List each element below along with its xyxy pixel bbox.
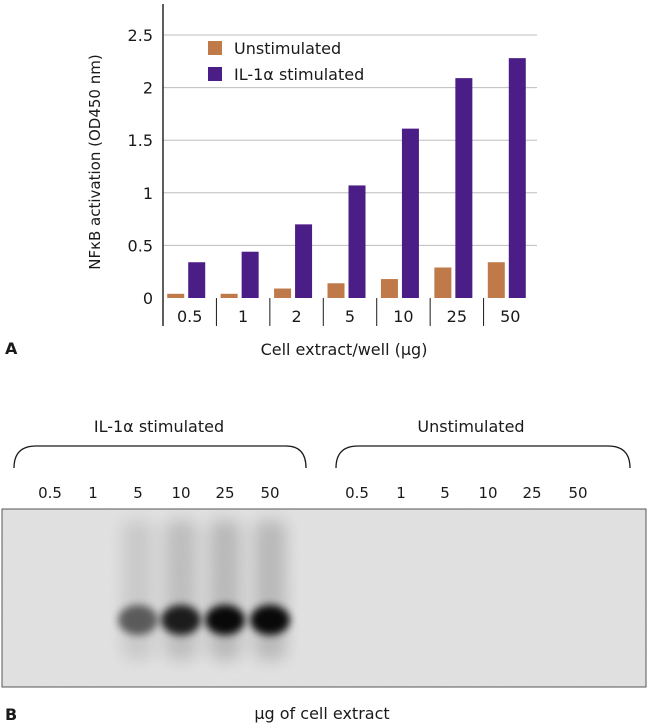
y-tick-label: 2: [143, 79, 153, 98]
gel-group-bracket-unstimulated: [335, 445, 631, 469]
bar-unstimulated-0-5: [167, 293, 185, 298]
legend: Unstimulated IL-1α stimulated: [208, 39, 364, 84]
gel-noise: [2, 509, 646, 687]
y-tick-label: 1.5: [128, 131, 153, 150]
panel-a-label: A: [5, 339, 18, 358]
y-tick-label: 0: [143, 289, 153, 308]
gel-group-bracket-il1a-stimulated: [13, 445, 307, 469]
gel-smear: [122, 520, 154, 660]
bar-unstimulated-5: [327, 283, 345, 298]
gel-smear: [209, 520, 241, 660]
gel-group-unstimulated: Unstimulated 0.5 1 5 10 25 50: [335, 417, 631, 502]
panel-a-chart: 00.511.522.5 0.5 1 2 5 10 25 50 NFκB activatio…: [5, 4, 537, 359]
legend-swatch-unstimulated: [208, 41, 222, 55]
panel-b-label: B: [5, 705, 17, 724]
y-tick-label: 0.5: [128, 236, 153, 255]
gel-lane-label: 1: [396, 484, 406, 502]
x-tick-labels: 0.5 1 2 5 10 25 50: [177, 307, 520, 326]
bar-il-1-stimulated-2: [295, 224, 313, 298]
gel-lane-label: 5: [440, 484, 450, 502]
x-tick-label: 25: [447, 307, 467, 326]
gel-bands: [118, 520, 290, 660]
gel-x-axis-label: μg of cell extract: [254, 704, 389, 723]
bar-il-1-stimulated-50: [508, 58, 526, 299]
x-tick-label: 2: [291, 307, 301, 326]
gel-lane-label: 10: [171, 484, 190, 502]
bar-unstimulated-1: [220, 293, 238, 298]
bar-unstimulated-2: [274, 288, 292, 298]
gel-smear: [165, 520, 197, 660]
gel-lane-label: 10: [478, 484, 497, 502]
gel-lane-label: 0.5: [345, 484, 369, 502]
bar-il-1-stimulated-5: [348, 185, 366, 298]
gel-lane-labels-unstimulated: 0.5 1 5 10 25 50: [345, 484, 587, 502]
bar-il-1-stimulated-10: [401, 128, 419, 298]
gel-group-title-unstimulated: Unstimulated: [417, 417, 524, 436]
gel-lane-label: 25: [215, 484, 234, 502]
legend-label-unstimulated: Unstimulated: [234, 39, 341, 58]
gel-group-il1a-stimulated: IL-1α stimulated 0.5 1 5 10 25 50: [13, 417, 307, 502]
gel-band: [161, 605, 201, 635]
x-tick-label: 50: [500, 307, 520, 326]
y-tick-label: 1: [143, 184, 153, 203]
y-tick-labels: 0 0.5 1 1.5 2 2.5: [128, 26, 153, 308]
gel-band: [250, 605, 290, 635]
x-tick-label: 0.5: [177, 307, 202, 326]
gel-lane-label: 25: [522, 484, 541, 502]
gel-lane-labels-il1a: 0.5 1 5 10 25 50: [38, 484, 279, 502]
gel-lane-label: 50: [260, 484, 279, 502]
legend-label-il1a-stimulated: IL-1α stimulated: [234, 65, 364, 84]
gel-image: [1, 508, 647, 688]
gel-lane-label: 0.5: [38, 484, 62, 502]
x-tick-label: 5: [345, 307, 355, 326]
gel-lane-label: 50: [568, 484, 587, 502]
gel-smear: [254, 520, 286, 660]
x-axis-label: Cell extract/well (μg): [261, 340, 428, 359]
gel-group-title-il1a-stimulated: IL-1α stimulated: [94, 417, 224, 436]
bars: [167, 58, 526, 299]
gel-lane-label: 5: [133, 484, 143, 502]
bar-unstimulated-25: [434, 267, 452, 298]
gridlines: [163, 34, 537, 246]
legend-swatch-il1a-stimulated: [208, 67, 222, 81]
bar-il-1-stimulated-25: [455, 78, 473, 298]
x-tick-marks: [215, 298, 485, 326]
gel-band: [205, 605, 245, 635]
bar-il-1-stimulated-0-5: [188, 262, 206, 298]
panel-b-gel: IL-1α stimulated 0.5 1 5 10 25 50 Unstimulate…: [1, 417, 647, 724]
y-axis-label: NFκB activation (OD450 nm): [86, 54, 104, 269]
gel-lane-label: 1: [88, 484, 98, 502]
x-tick-label: 10: [393, 307, 413, 326]
bar-unstimulated-10: [380, 279, 398, 298]
gel-band: [118, 605, 158, 635]
x-tick-label: 1: [238, 307, 248, 326]
bar-il-1-stimulated-1: [241, 251, 259, 298]
gel-border: [1, 508, 647, 688]
y-tick-label: 2.5: [128, 26, 153, 45]
bar-unstimulated-50: [487, 262, 505, 298]
